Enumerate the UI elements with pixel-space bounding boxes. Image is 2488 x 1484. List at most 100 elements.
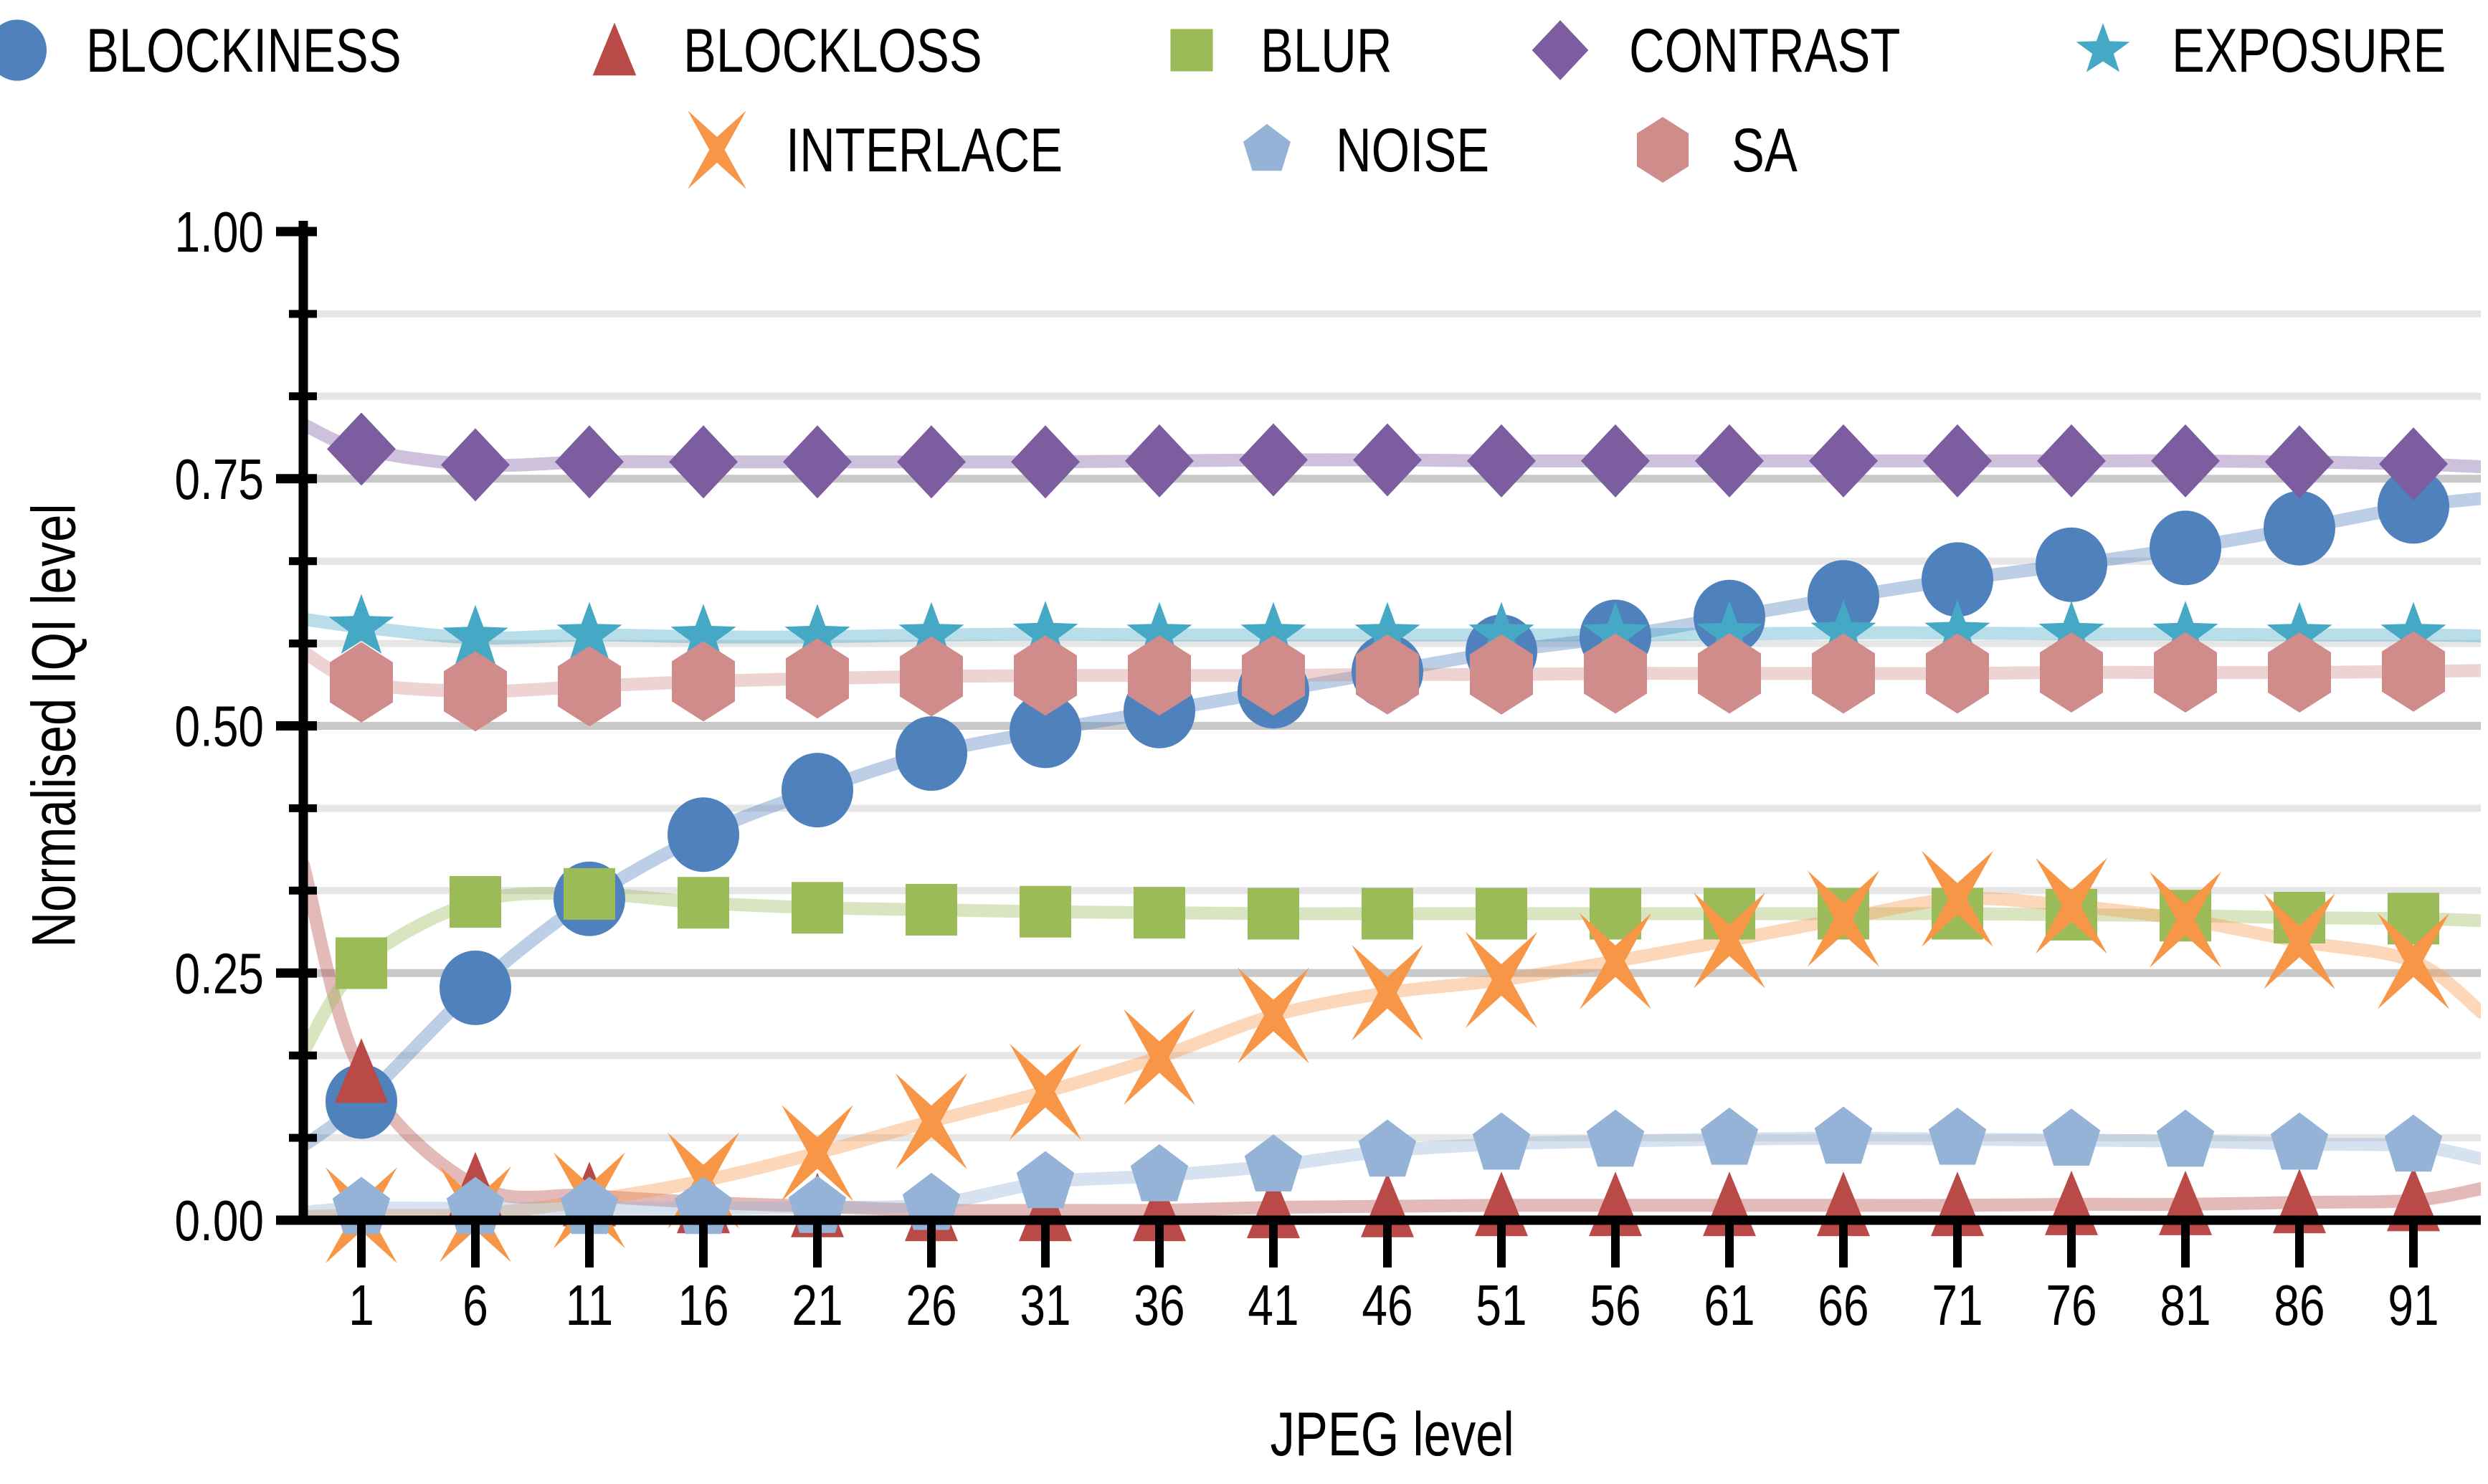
pentagon-marker	[1814, 1106, 1873, 1164]
diamond-marker	[669, 425, 738, 499]
x-tick-label-group: 61	[1704, 1273, 1755, 1337]
y-tick-label-group: 0.50	[174, 695, 264, 758]
hexagon-marker	[1128, 635, 1191, 716]
x-tick-label-group: 81	[2160, 1273, 2211, 1337]
triangle-up-marker	[1019, 1176, 1072, 1242]
x-marker	[1124, 1009, 1195, 1105]
diamond-marker	[1467, 424, 1536, 498]
star-marker	[1582, 601, 1648, 662]
diamond-marker	[1239, 423, 1308, 497]
pentagon-marker	[1928, 1107, 1987, 1165]
star-marker	[328, 594, 394, 654]
diamond-legend-icon	[1532, 20, 1588, 80]
x-tick-label: 76	[2046, 1273, 2097, 1337]
diamond-marker	[897, 425, 966, 499]
x-tick-label-group: 86	[2274, 1273, 2325, 1337]
star-marker	[2038, 601, 2104, 661]
star-marker	[556, 601, 622, 662]
x-marker	[1352, 944, 1423, 1041]
x-tick-label-group: 91	[2388, 1273, 2439, 1337]
square-marker	[906, 884, 957, 936]
x-tick-label: 46	[1362, 1273, 1412, 1337]
diamond-icon	[1532, 20, 1588, 80]
pentagon-legend-icon	[1243, 123, 1291, 171]
x-marker	[1922, 850, 1993, 947]
y-tick-label-group: 1.00	[174, 200, 264, 264]
square-legend-icon	[1170, 29, 1213, 72]
circle-marker	[1010, 693, 1081, 769]
circle-marker	[1808, 560, 1879, 635]
star-marker	[1696, 601, 1762, 661]
x-axis-title: JPEG level	[1270, 1400, 1514, 1469]
star-marker	[1126, 601, 1192, 662]
star-marker	[670, 604, 736, 664]
triangle-up-marker	[1133, 1176, 1186, 1242]
x-icon	[688, 110, 747, 189]
series-line-blockiness	[303, 492, 2481, 1153]
hexagon-marker	[1812, 633, 1875, 714]
y-tick-label-group: 0.25	[174, 942, 264, 1006]
star-legend-icon	[2076, 23, 2129, 72]
legend-label: SA	[1731, 115, 1798, 185]
x-legend-icon	[688, 110, 747, 189]
square-marker	[336, 937, 387, 989]
diamond-marker	[327, 412, 396, 486]
diamond-marker	[1923, 424, 1992, 498]
x-marker	[1580, 913, 1651, 1009]
x-marker	[1238, 967, 1309, 1064]
hexagon-marker	[444, 651, 507, 732]
pentagon-marker	[1472, 1112, 1531, 1170]
x-tick-label-group: 76	[2046, 1273, 2097, 1337]
hexagon-marker	[672, 641, 735, 722]
star-marker	[898, 601, 964, 662]
x-tick-label: 36	[1134, 1273, 1184, 1337]
legend: BLOCKINESS BLOCKLOSS BLUR CONTRAST EXPOSURE I…	[0, 6, 2488, 195]
diamond-marker	[1581, 424, 1650, 498]
hexagon-marker	[1926, 633, 1989, 714]
legend-item-contrast: CONTRAST	[1517, 6, 1968, 95]
series-markers-blockiness	[326, 469, 2449, 1139]
legend-label: CONTRAST	[1628, 16, 1900, 85]
hexagon-marker	[1584, 633, 1647, 714]
square-marker	[564, 867, 615, 920]
pentagon-marker	[2156, 1109, 2215, 1167]
pentagon-marker	[2384, 1114, 2443, 1172]
diamond-marker	[2379, 427, 2448, 501]
square-icon	[1170, 29, 1213, 72]
y-tick-label: 0.00	[174, 1189, 264, 1252]
diamond-marker	[2151, 424, 2220, 498]
x-tick-label: 6	[462, 1273, 488, 1337]
legend-item-blockloss: BLOCKLOSS	[571, 6, 1057, 95]
diamond-marker	[2265, 425, 2334, 499]
square-marker	[1362, 888, 1413, 940]
x-tick-label-group: 11	[566, 1273, 613, 1337]
circle-marker	[1922, 542, 1993, 617]
square-marker	[2388, 893, 2439, 945]
y-tick-label-group: 0.75	[174, 447, 264, 511]
star-marker	[1924, 599, 1990, 660]
circle-marker	[668, 797, 739, 872]
diamond-marker	[1125, 424, 1194, 498]
circle-marker	[440, 950, 511, 1025]
hexagon-marker	[1014, 635, 1077, 716]
legend-label: BLOCKINESS	[85, 16, 402, 85]
x-marker	[896, 1073, 967, 1170]
hexagon-marker	[1242, 635, 1305, 716]
hexagon-marker	[900, 636, 963, 717]
hexagon-legend-icon	[1636, 117, 1689, 183]
x-tick-label: 91	[2388, 1273, 2439, 1337]
y-tick-label: 0.25	[174, 942, 264, 1006]
hexagon-marker	[558, 646, 621, 727]
x-marker	[2036, 857, 2107, 954]
triangle-up-legend-icon	[592, 22, 637, 76]
diamond-marker	[555, 425, 624, 499]
pentagon-icon	[1243, 123, 1291, 171]
x-tick-label-group: 21	[792, 1273, 842, 1337]
x-marker	[2378, 913, 2449, 1009]
legend-row: BLOCKINESS BLOCKLOSS BLUR CONTRAST EXPOSURE	[0, 6, 2488, 95]
diamond-marker	[441, 428, 510, 502]
x-marker	[2264, 893, 2335, 990]
square-marker	[1134, 887, 1185, 939]
pentagon-marker	[1130, 1143, 1189, 1202]
